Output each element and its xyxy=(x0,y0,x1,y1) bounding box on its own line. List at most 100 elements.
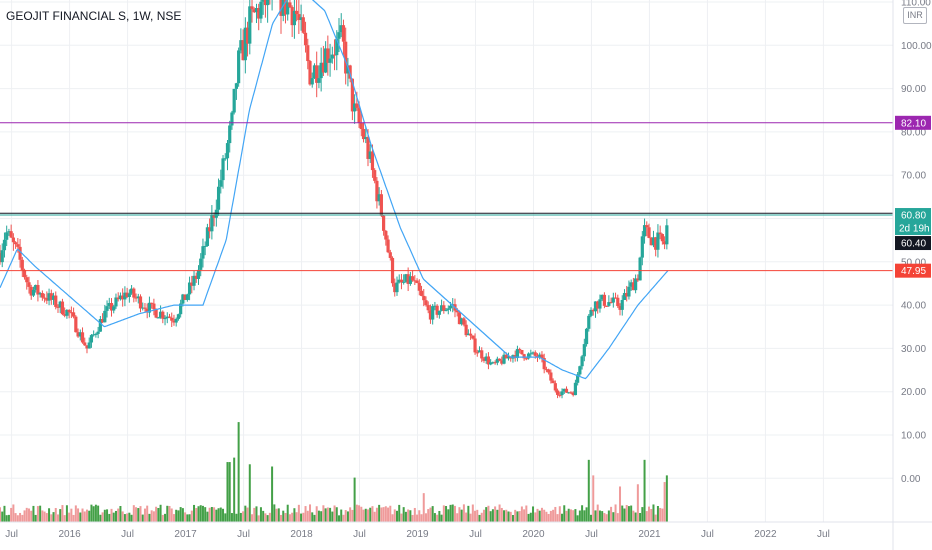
candle-body xyxy=(71,312,76,317)
candle-body xyxy=(571,392,575,396)
volume-bar xyxy=(485,507,488,522)
volume-bar xyxy=(482,509,485,522)
candle-body xyxy=(22,269,27,278)
candle-body xyxy=(335,38,339,56)
volume-bar xyxy=(14,513,17,522)
volume-bar xyxy=(511,514,514,522)
volume-bar xyxy=(516,511,519,522)
candle-body xyxy=(306,45,310,62)
volume-bar xyxy=(10,507,13,522)
volume-bar xyxy=(375,507,378,522)
candle-body xyxy=(308,61,312,85)
candle-body xyxy=(237,50,241,84)
time-tick-label: Jul xyxy=(585,529,598,540)
volume-bar xyxy=(384,506,387,522)
price-tick-label: 90.00 xyxy=(901,84,926,95)
candle-body xyxy=(118,295,123,300)
volume-bar xyxy=(532,506,535,522)
candle-body xyxy=(112,306,116,311)
candle-body xyxy=(341,25,346,42)
volume-bar xyxy=(442,505,445,522)
time-tick-label: Jul xyxy=(121,529,134,540)
candle-body xyxy=(373,170,377,181)
candle-body xyxy=(444,309,448,311)
time-tick-label: Jul xyxy=(5,529,18,540)
volume-bar xyxy=(123,514,126,522)
candle-body xyxy=(221,158,225,181)
volume-bar xyxy=(34,514,37,522)
candle-body xyxy=(129,288,134,294)
volume-bar xyxy=(197,506,200,522)
currency-badge[interactable]: INR xyxy=(903,7,927,24)
volume-bar xyxy=(284,512,287,522)
candle-body xyxy=(526,353,531,359)
candle-body xyxy=(317,78,321,83)
volume-bar xyxy=(563,505,566,522)
volume-bar xyxy=(157,507,160,522)
candle-body xyxy=(310,78,314,85)
time-tick-label: 2022 xyxy=(754,529,777,540)
candle-body xyxy=(502,354,506,364)
volume-bar xyxy=(77,508,80,522)
volume-bar xyxy=(317,510,320,522)
candle-body xyxy=(132,288,136,298)
time-tick-label: 2017 xyxy=(174,529,197,540)
price-tick-label: 0.00 xyxy=(901,474,921,485)
volume-bar xyxy=(500,507,503,522)
volume-bar xyxy=(257,515,260,522)
candle-body xyxy=(591,309,595,312)
volume-bar xyxy=(273,504,276,522)
candle-body xyxy=(295,10,299,15)
candle-body xyxy=(241,40,245,61)
volume-bar xyxy=(661,508,664,522)
candle-body xyxy=(29,286,33,296)
candle-body xyxy=(437,310,441,315)
volume-bar xyxy=(534,512,537,522)
candle-body xyxy=(475,352,479,354)
volume-bar xyxy=(244,505,247,522)
volume-bar xyxy=(59,509,62,522)
volume-bar xyxy=(164,513,167,522)
volume-bar xyxy=(453,505,456,522)
candle-body xyxy=(143,307,147,309)
volume-bar xyxy=(179,507,182,522)
volume-bar xyxy=(137,508,140,522)
candle-body xyxy=(544,369,549,371)
volume-bar xyxy=(266,515,269,522)
volume-bar xyxy=(545,511,548,522)
volume-bar xyxy=(170,508,173,522)
candle-body xyxy=(649,237,653,246)
volume-bar xyxy=(248,464,251,522)
volume-bar xyxy=(188,514,191,522)
candle-body xyxy=(161,311,165,319)
volume-bar xyxy=(529,512,532,522)
volume-bar xyxy=(346,511,349,522)
volume-bar xyxy=(233,457,236,522)
candle-body xyxy=(348,65,352,79)
volume-bar xyxy=(25,507,28,522)
candle-body xyxy=(326,48,330,63)
volume-bar xyxy=(623,508,626,522)
volume-bar xyxy=(552,509,555,522)
volume-bar xyxy=(581,505,584,522)
candle-body xyxy=(638,257,642,281)
volume-bar xyxy=(30,510,33,522)
volume-bar xyxy=(460,509,463,522)
volume-bar xyxy=(458,507,461,522)
volume-bar xyxy=(340,509,343,522)
candle-body xyxy=(382,215,386,231)
candle-body xyxy=(25,277,29,283)
candle-body xyxy=(196,269,201,279)
candle-body xyxy=(538,354,542,358)
volume-bar xyxy=(275,508,278,522)
volume-bar xyxy=(186,514,189,522)
volume-bar xyxy=(313,514,316,522)
volume-bar xyxy=(569,509,572,522)
volume-bar xyxy=(561,513,564,522)
volume-bar xyxy=(0,507,1,522)
volume-bar xyxy=(538,510,541,522)
volume-bar xyxy=(496,509,499,522)
candle-body xyxy=(232,88,236,113)
